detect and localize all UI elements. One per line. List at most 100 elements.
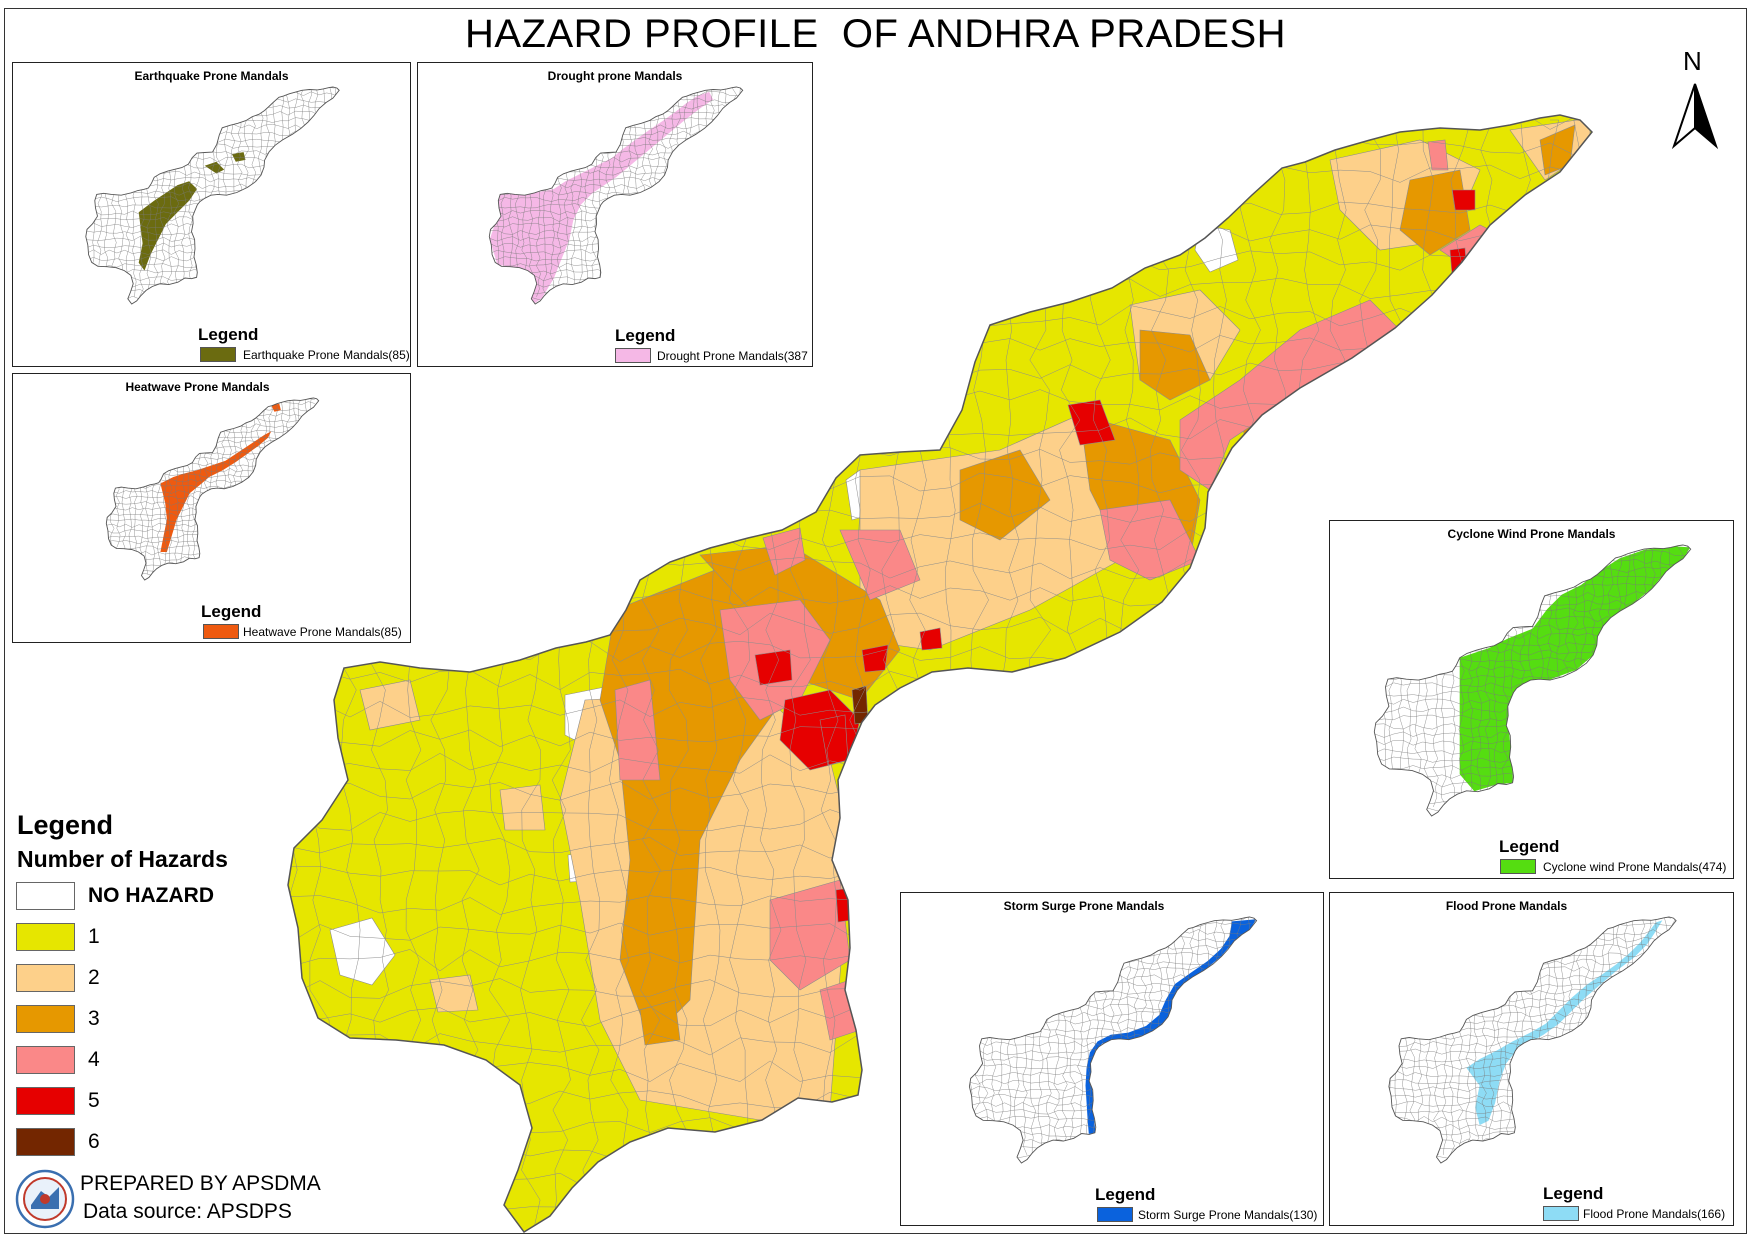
inset-flood: Flood Prone Mandals Legend Flood Prone M… — [1329, 892, 1734, 1226]
minimap-boundary-line — [1252, 917, 1257, 1155]
inset-legend-label: Drought Prone Mandals(387 — [657, 349, 808, 363]
minimap-boundary-line — [1388, 1146, 1671, 1153]
minimap-boundary-line — [489, 137, 739, 143]
hazard-region — [1466, 920, 1663, 1126]
minimap-boundary-line — [1388, 973, 1671, 980]
inset-legend-label: Flood Prone Mandals(166) — [1583, 1207, 1726, 1221]
minimap-boundary-line — [106, 398, 315, 401]
legend-swatch — [16, 1046, 75, 1074]
legend-subtitle: Number of Hazards — [17, 846, 228, 872]
zone-5 — [861, 644, 889, 673]
zone-2 — [429, 974, 479, 1013]
minimap-boundary-line — [1655, 917, 1662, 1155]
minimap-boundary-line — [315, 398, 319, 575]
minimap-boundary-line — [969, 1131, 1252, 1138]
inset-legend-title: Legend — [1095, 1185, 1156, 1204]
drought-minimap — [488, 86, 744, 305]
minimap-boundary-line — [334, 87, 340, 297]
inset-legend-label: Earthquake Prone Mandals(85) — [243, 348, 410, 362]
minimap-base — [85, 87, 340, 304]
flood-minimap — [1388, 916, 1677, 1164]
legend-label: NO HAZARD — [88, 884, 214, 907]
minimap-boundary-line — [717, 87, 723, 297]
minimap-boundary-line — [1374, 599, 1685, 606]
minimap-boundary-line — [974, 917, 981, 1155]
minimap-boundary-line — [1374, 545, 1378, 808]
state-outline — [287, 114, 1594, 1233]
minimap-boundary-line — [489, 275, 739, 282]
minimap-boundary-line — [1659, 545, 1666, 808]
page-title: HAZARD PROFILE OF ANDHRA PRADESH — [464, 12, 1287, 56]
minimap-boundary-line — [85, 282, 335, 288]
minimap-boundary-line — [1568, 917, 1575, 1155]
inset-storm-surge: Storm Surge Prone Mandals Legend Storm S… — [900, 892, 1324, 1226]
inset-legend-title: Legend — [615, 326, 676, 345]
minimap-boundary-line — [969, 973, 1252, 980]
minimap-boundary-line — [106, 573, 315, 578]
minimap-boundary-line — [724, 87, 730, 297]
minimap-fill — [85, 87, 340, 304]
hazard-region — [204, 161, 225, 174]
minimap-boundary-line — [969, 1154, 1252, 1160]
inset-legend-label: Cyclone wind Prone Mandals(474) — [1543, 860, 1727, 874]
minimap-boundary-line — [85, 143, 335, 150]
inset-cyclone: Cyclone Wind Prone Mandals Legend Cyclon… — [1329, 520, 1734, 879]
minimap-boundary-line — [106, 434, 315, 440]
earthquake-swatch — [200, 347, 236, 362]
hazard-region — [1459, 546, 1691, 792]
zone-4 — [839, 529, 921, 601]
minimap-boundary-line — [303, 398, 308, 575]
minimap-boundary-line — [85, 289, 335, 295]
zone-5 — [919, 627, 943, 651]
minimap-boundary-line — [1668, 545, 1675, 808]
inset-legend-label: Storm Surge Prone Mandals(130) — [1138, 1208, 1318, 1222]
heatwave-minimap — [105, 397, 320, 581]
minimap-boundary-line — [1244, 917, 1250, 1155]
legend-swatch — [16, 1128, 75, 1156]
minimap-fill — [1388, 917, 1677, 1163]
zone-2 — [359, 679, 421, 731]
minimap-boundary-line — [327, 87, 334, 297]
hazard-region — [489, 91, 714, 304]
mandal-boundary-line — [288, 388, 1581, 412]
minimap-boundary-line — [489, 143, 739, 150]
minimap-boundary-line — [243, 87, 250, 297]
minimap-boundary-line — [1374, 616, 1685, 623]
minimap-boundary-line — [106, 567, 315, 573]
minimap-boundary-line — [106, 556, 315, 561]
minimap-outline — [85, 86, 340, 305]
minimap-boundary-line — [109, 398, 115, 575]
minimap-boundary-line — [1388, 917, 1392, 1155]
minimap-boundary-line — [1388, 1138, 1671, 1145]
minimap-boundary-line — [1374, 789, 1685, 796]
minimap-outline — [968, 916, 1258, 1164]
minimap-boundary-line — [320, 87, 327, 297]
minimap-boundary-line — [1374, 797, 1685, 804]
legend-swatch — [16, 923, 75, 951]
legend-label: 2 — [88, 966, 100, 989]
minimap-boundary-line — [309, 398, 314, 575]
hazard-region — [231, 152, 246, 162]
minimap-boundary-line — [969, 917, 1252, 920]
minimap-boundary-line — [731, 87, 737, 297]
minimap-boundary-line — [1647, 917, 1654, 1155]
earthquake-minimap — [85, 86, 340, 305]
minimap-boundary-line — [85, 275, 335, 282]
minimap-boundary-line — [85, 130, 335, 136]
minimap-base — [106, 398, 319, 580]
inset-drought: Drought prone Mandals Legend Drought Pro… — [417, 62, 813, 367]
inset-earthquake: Earthquake Prone Mandals Legend Earthqua… — [12, 62, 411, 367]
inset-title: Cyclone Wind Prone Mandals — [1447, 527, 1616, 541]
legend-label: 6 — [88, 1130, 100, 1153]
minimap-boundary-line — [106, 445, 315, 451]
inset-heatwave: Heatwave Prone Mandals Legend Heatwave P… — [12, 373, 411, 643]
zone-5 — [1449, 247, 1468, 276]
minimap-boundary-line — [1388, 1131, 1671, 1137]
minimap-boundary-line — [1663, 917, 1670, 1155]
north-arrow-icon — [1671, 83, 1719, 150]
minimap-boundary-line — [969, 1146, 1252, 1153]
minimap-boundary-line — [90, 87, 96, 297]
minimap-boundary-line — [1374, 545, 1685, 549]
minimap-boundary-line — [313, 87, 320, 297]
legend-swatch — [16, 1087, 75, 1115]
